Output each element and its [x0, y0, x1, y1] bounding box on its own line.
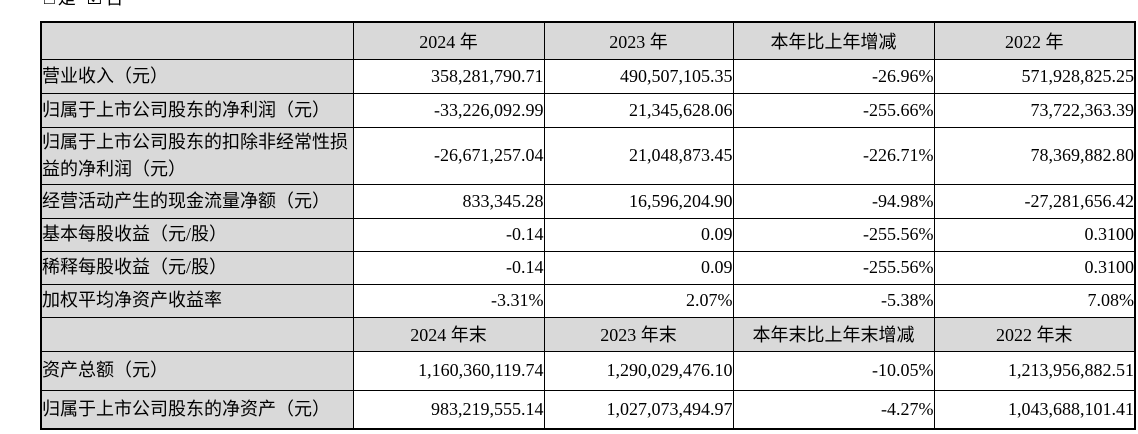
cell-yoy-change: -255.56% — [732, 217, 935, 252]
cell-2024-end: 1,160,360,119.74 — [352, 350, 545, 391]
header-cell-empty — [40, 316, 354, 352]
clipped-checkbox-line: □是 ☑否 — [44, 0, 264, 9]
cell-2023: 0.09 — [543, 250, 734, 285]
cell-2022-end: 1,043,688,101.41 — [933, 389, 1136, 430]
cell-2024-end: 983,219,555.14 — [352, 389, 545, 430]
cell-2023: 21,048,873.45 — [543, 126, 734, 185]
row-net-profit-deducting-nonrecurring: 归属于上市公司股东的扣除非经常性损益的净利润（元） -26,671,257.04… — [40, 126, 1136, 185]
cell-2024: -3.31% — [352, 283, 545, 318]
row-basic-eps: 基本每股收益（元/股） -0.14 0.09 -255.56% 0.3100 — [40, 217, 1136, 252]
row-diluted-eps: 稀释每股收益（元/股） -0.14 0.09 -255.56% 0.3100 — [40, 250, 1136, 285]
row-label: 营业收入（元） — [40, 58, 354, 94]
row-label: 归属于上市公司股东的净资产（元） — [40, 389, 354, 430]
header-cell-2022: 2022 年 — [933, 21, 1136, 60]
cell-2023-end: 1,027,073,494.97 — [543, 389, 734, 430]
cell-yoy-end-change: -4.27% — [732, 389, 935, 430]
row-net-assets-attributable: 归属于上市公司股东的净资产（元） 983,219,555.14 1,027,07… — [40, 389, 1136, 430]
cell-2024: 358,281,790.71 — [352, 58, 545, 94]
key-financials-table: 2024 年 2023 年 本年比上年增减 2022 年 营业收入（元） 358… — [40, 21, 1136, 430]
cell-2024: -0.14 — [352, 250, 545, 285]
row-label: 经营活动产生的现金流量净额（元） — [40, 183, 354, 219]
cell-2022-end: 1,213,956,882.51 — [933, 350, 1136, 391]
cell-yoy-change: -226.71% — [732, 126, 935, 185]
cell-2024: -0.14 — [352, 217, 545, 252]
header-row-period-end: 2024 年末 2023 年末 本年末比上年末增减 2022 年末 — [40, 316, 1136, 352]
row-net-profit-attributable: 归属于上市公司股东的净利润（元） -33,226,092.99 21,345,6… — [40, 92, 1136, 128]
header-cell-yoy-end-change: 本年末比上年末增减 — [732, 316, 935, 352]
header-cell-2022-end: 2022 年末 — [933, 316, 1136, 352]
header-cell-2024-end: 2024 年末 — [352, 316, 545, 352]
cell-2022: 571,928,825.25 — [933, 58, 1136, 94]
cell-2023-end: 1,290,029,476.10 — [543, 350, 734, 391]
row-label: 归属于上市公司股东的扣除非经常性损益的净利润（元） — [40, 126, 354, 185]
cell-yoy-change: -26.96% — [732, 58, 935, 94]
cell-yoy-change: -94.98% — [732, 183, 935, 219]
cell-2024: -26,671,257.04 — [352, 126, 545, 185]
cell-2022: -27,281,656.42 — [933, 183, 1136, 219]
row-total-assets: 资产总额（元） 1,160,360,119.74 1,290,029,476.1… — [40, 350, 1136, 391]
header-cell-2024: 2024 年 — [352, 21, 545, 60]
row-operating-cash-flow: 经营活动产生的现金流量净额（元） 833,345.28 16,596,204.9… — [40, 183, 1136, 219]
cell-2023: 0.09 — [543, 217, 734, 252]
header-cell-2023-end: 2023 年末 — [543, 316, 734, 352]
row-label: 加权平均净资产收益率 — [40, 283, 354, 318]
clipped-checkbox-text: □是 ☑否 — [44, 0, 127, 7]
cell-yoy-change: -255.56% — [732, 250, 935, 285]
cell-2022: 78,369,882.80 — [933, 126, 1136, 185]
row-label: 基本每股收益（元/股） — [40, 217, 354, 252]
cell-2022: 0.3100 — [933, 250, 1136, 285]
cell-2023: 16,596,204.90 — [543, 183, 734, 219]
header-row-period: 2024 年 2023 年 本年比上年增减 2022 年 — [40, 21, 1136, 60]
header-cell-yoy-change: 本年比上年增减 — [732, 21, 935, 60]
cell-yoy-change: -255.66% — [732, 92, 935, 128]
row-label: 资产总额（元） — [40, 350, 354, 391]
cell-2024: 833,345.28 — [352, 183, 545, 219]
row-operating-revenue: 营业收入（元） 358,281,790.71 490,507,105.35 -2… — [40, 58, 1136, 94]
cell-2024: -33,226,092.99 — [352, 92, 545, 128]
row-weighted-average-roe: 加权平均净资产收益率 -3.31% 2.07% -5.38% 7.08% — [40, 283, 1136, 318]
row-label: 归属于上市公司股东的净利润（元） — [40, 92, 354, 128]
cell-2022: 0.3100 — [933, 217, 1136, 252]
row-label: 稀释每股收益（元/股） — [40, 250, 354, 285]
cell-2022: 73,722,363.39 — [933, 92, 1136, 128]
cell-2023: 2.07% — [543, 283, 734, 318]
cell-2023: 490,507,105.35 — [543, 58, 734, 94]
header-cell-2023: 2023 年 — [543, 21, 734, 60]
cell-yoy-change: -5.38% — [732, 283, 935, 318]
cell-2022: 7.08% — [933, 283, 1136, 318]
cell-2023: 21,345,628.06 — [543, 92, 734, 128]
cell-yoy-end-change: -10.05% — [732, 350, 935, 391]
header-cell-empty — [40, 21, 354, 60]
